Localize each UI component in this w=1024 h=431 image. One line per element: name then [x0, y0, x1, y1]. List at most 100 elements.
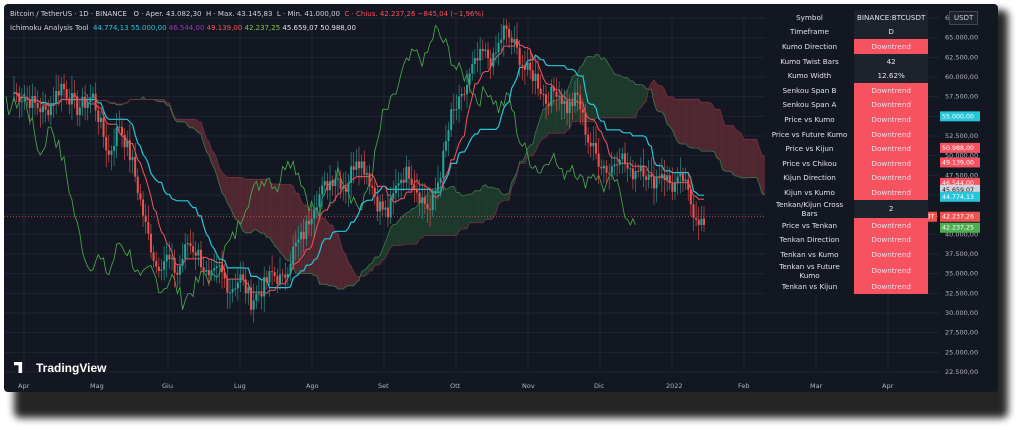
kumo-cloud: [448, 186, 452, 236]
x-tick-label: Mar: [810, 382, 823, 390]
kumo-cloud: [303, 205, 307, 274]
candle-body: [355, 161, 358, 170]
row-key: Price vs Chikou: [765, 155, 854, 171]
kumo-cloud: [345, 254, 349, 287]
kumo-cloud: [701, 102, 704, 152]
candle-body: [142, 199, 145, 216]
candle-body: [700, 218, 703, 225]
candle-body: [508, 28, 511, 38]
candle-body: [247, 287, 250, 294]
candle-body: [160, 269, 163, 271]
kumo-cloud: [693, 99, 697, 149]
kumo-cloud: [756, 139, 760, 184]
candle-body: [123, 134, 126, 148]
kumo-cloud: [603, 57, 607, 118]
kumo-cloud: [567, 84, 570, 131]
candle-body: [60, 83, 63, 96]
candle-body: [634, 171, 637, 180]
candle-body: [194, 252, 197, 256]
kumo-cloud: [466, 194, 470, 229]
kumo-cloud: [456, 192, 460, 236]
kumo-cloud: [398, 217, 402, 246]
candle-body: [86, 101, 89, 108]
candle-body: [171, 257, 174, 260]
candle-body: [63, 83, 66, 90]
candle-body: [552, 86, 555, 92]
kumo-cloud: [324, 218, 328, 286]
currency-badge[interactable]: USDT: [949, 11, 979, 25]
x-tick-label: Feb: [738, 382, 750, 390]
ind-val: 45.659,07: [282, 24, 319, 32]
candle-body: [573, 92, 576, 106]
price-label: 46.544,00: [942, 180, 974, 187]
row-key: Price vs Kumo: [765, 112, 854, 127]
kumo-cloud: [698, 99, 702, 152]
kumo-cloud: [235, 177, 238, 221]
candle-body: [163, 261, 166, 270]
kumo-cloud: [669, 96, 673, 130]
kumo-cloud: [258, 179, 262, 234]
candle-body: [28, 99, 31, 108]
y-tick-label: 22.500,00: [945, 368, 978, 376]
candle-body: [523, 65, 526, 70]
table-row: Kumo Twist Bars 42: [765, 53, 929, 69]
candle-body: [78, 107, 81, 116]
kumo-cloud: [477, 190, 481, 223]
row-key: Tenkan vs Future Kumo: [765, 261, 854, 280]
candle-body: [305, 220, 308, 240]
kumo-cloud: [596, 54, 599, 118]
kumo-cloud: [224, 175, 228, 204]
kumo-cloud: [308, 209, 312, 274]
candle-body: [297, 239, 300, 243]
candle-body: [115, 127, 118, 146]
candle-body: [542, 93, 545, 95]
candle-body: [350, 166, 353, 183]
candle-body: [544, 94, 547, 104]
kumo-cloud: [725, 125, 728, 172]
y-tick-label: 47.500,00: [945, 171, 978, 179]
candle-body: [215, 266, 218, 269]
indicator-legend[interactable]: Ichimoku Analysis Tool 44.774,13 55.000,…: [10, 24, 356, 32]
table-row: Senkou Span B Downtrend: [765, 82, 929, 98]
kumo-cloud: [545, 104, 549, 138]
kumo-cloud: [717, 109, 720, 160]
row-value: D: [854, 24, 929, 40]
y-tick-label: 40.000,00: [945, 230, 978, 238]
candle-body: [437, 182, 440, 191]
kumo-cloud: [266, 179, 270, 238]
row-key: Tenkan vs Kumo: [765, 246, 854, 262]
kumo-cloud: [348, 262, 352, 286]
kumo-cloud: [287, 184, 291, 261]
row-key: Symbol: [765, 10, 854, 25]
candle-body: [263, 276, 266, 297]
kumo-cloud: [411, 208, 415, 245]
candle-body: [360, 161, 363, 169]
kumo-cloud: [245, 179, 249, 233]
candle-body: [260, 293, 263, 297]
candle-body: [318, 194, 321, 208]
candle-body: [534, 73, 537, 82]
kumo-cloud: [340, 243, 344, 290]
kumo-cloud: [727, 125, 731, 172]
candle-body: [52, 103, 55, 105]
kumo-cloud: [216, 158, 220, 185]
candle-body: [342, 186, 345, 189]
candle-body: [307, 220, 310, 225]
candle-body: [610, 166, 613, 174]
row-key: Kijun Direction: [765, 170, 854, 186]
candle-body: [626, 164, 629, 169]
row-key: Price vs Future Kumo: [765, 126, 854, 142]
kumo-cloud: [206, 138, 209, 155]
candle-body: [592, 142, 595, 147]
kumo-cloud: [179, 119, 183, 122]
candle-body: [537, 73, 540, 89]
kumo-cloud: [464, 194, 467, 229]
kumo-cloud: [719, 109, 723, 170]
tradingview-logo[interactable]: TradingView: [14, 361, 106, 375]
kumo-cloud: [161, 99, 165, 102]
low-value: L · Min. 41.000,00: [276, 10, 340, 18]
candle-body: [492, 53, 495, 67]
candle-body: [647, 174, 650, 180]
candle-body: [608, 172, 611, 174]
kumo-cloud: [395, 220, 399, 246]
